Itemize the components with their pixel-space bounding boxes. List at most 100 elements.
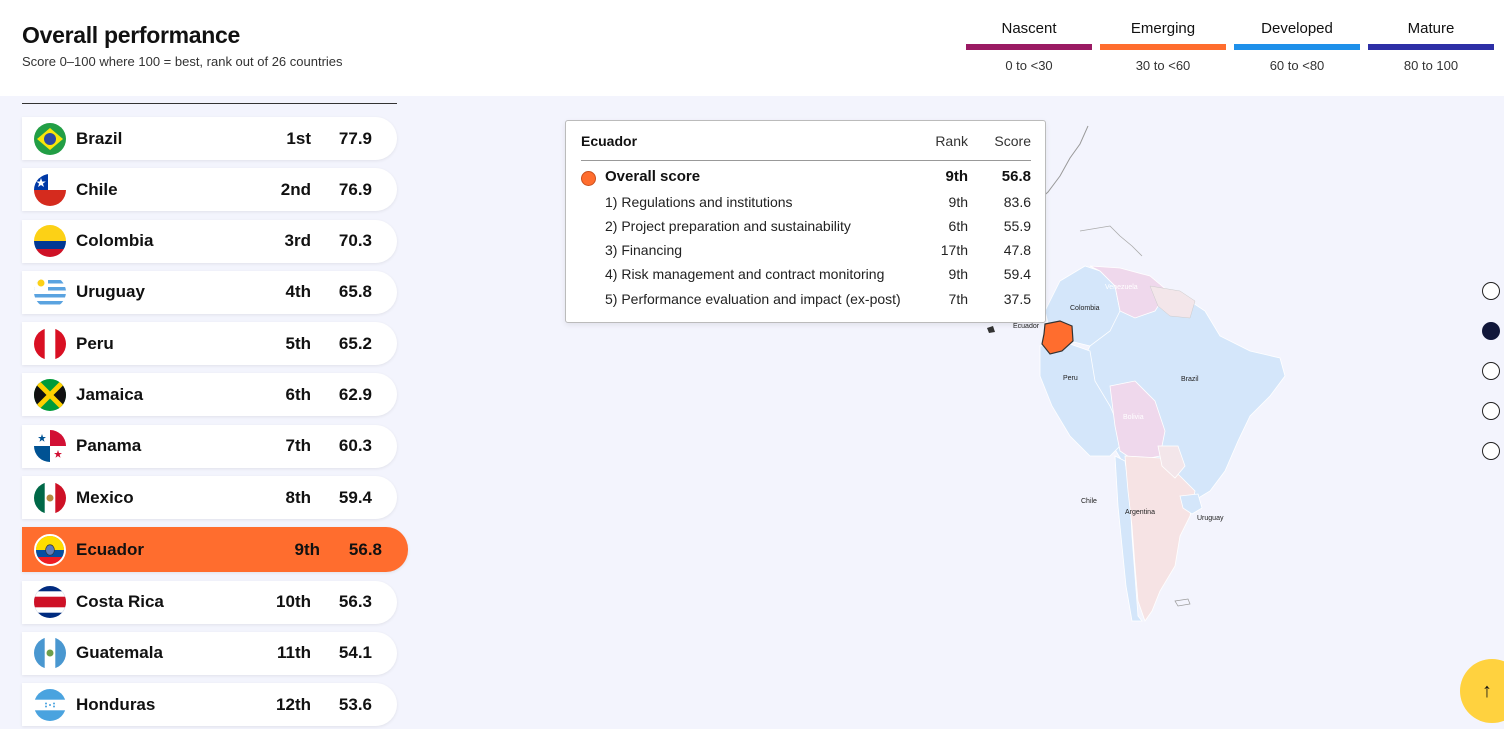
tooltip-row-rank: 17th: [940, 242, 968, 258]
country-name: Chile: [76, 179, 118, 199]
tooltip-row-label: 4) Risk management and contract monitori…: [605, 266, 885, 282]
map-svg: Venezuela Colombia Ecuador Peru Brazil B…: [987, 125, 1286, 622]
country-rank: 1st: [286, 128, 311, 148]
tooltip-pillar-row: 1) Regulations and institutions 9th 83.6: [581, 194, 1031, 216]
map-label-chile: Chile: [1081, 498, 1097, 505]
map-label-ecuador: Ecuador: [1013, 323, 1040, 330]
tooltip-row-label: 3) Financing: [605, 242, 683, 258]
map-venezuela[interactable]: [1089, 265, 1169, 319]
legend-range: 80 to 100: [1403, 58, 1459, 73]
country-rank: 6th: [285, 384, 312, 404]
legend-nascent: Nascent 0 to <30: [966, 20, 1092, 73]
country-score: 54.1: [338, 643, 372, 663]
country-row-colombia[interactable]: Colombia 3rd 70.3: [22, 219, 397, 263]
pager-dot-2-active[interactable]: [1482, 322, 1500, 340]
country-row-chile[interactable]: Chile 2nd 76.9: [22, 168, 397, 212]
ecuador-flag-icon: [34, 533, 66, 566]
country-name: Ecuador: [76, 539, 145, 559]
legend-developed: Developed 60 to <80: [1234, 20, 1360, 73]
country-name: Brazil: [76, 128, 123, 148]
pager-dot-3[interactable]: [1482, 362, 1500, 380]
legend-range: 60 to <80: [1269, 58, 1325, 73]
uruguay-flag-icon: [34, 276, 66, 309]
legend-range: 30 to <60: [1135, 58, 1191, 73]
caribbean-coast: [1079, 225, 1143, 257]
map-argentina[interactable]: [1124, 455, 1196, 622]
country-row-honduras[interactable]: Honduras 12th 53.6: [22, 683, 397, 727]
country-rank: 5th: [285, 333, 312, 353]
map-label-peru: Peru: [1063, 375, 1078, 382]
country-tooltip: Ecuador Rank Score Overall score 9th 56.…: [565, 120, 1046, 323]
page-header: Overall performance Score 0–100 where 10…: [0, 0, 1504, 96]
list-divider: [22, 103, 397, 104]
brazil-flag-icon: [34, 122, 66, 155]
country-score: 62.9: [338, 384, 372, 404]
legend-color-bar: [966, 44, 1092, 50]
chile-flag-icon: [34, 173, 66, 206]
map-peru[interactable]: [1039, 343, 1126, 457]
country-score: 77.9: [338, 128, 372, 148]
tooltip-row-score: 55.9: [1003, 218, 1031, 234]
country-rank: 9th: [294, 539, 321, 559]
country-rank: 11th: [276, 643, 311, 663]
tooltip-row-score: 47.8: [1003, 242, 1031, 258]
country-row-brazil[interactable]: Brazil 1st 77.9: [22, 117, 397, 160]
pager-dot-5[interactable]: [1482, 442, 1500, 460]
arrow-up-icon: ↑: [1482, 679, 1492, 702]
country-row-ecuador[interactable]: Ecuador 9th 56.8: [22, 527, 408, 573]
scroll-to-top-button[interactable]: ↑: [1460, 659, 1504, 723]
legend-range: 0 to <30: [1005, 58, 1053, 73]
costa-rica-flag-icon: [34, 586, 66, 619]
country-rank: 8th: [285, 487, 312, 507]
tooltip-overall-row: Overall score 9th 56.8: [581, 168, 1031, 190]
map-ecuador[interactable]: [1041, 320, 1074, 355]
country-row-peru[interactable]: Peru 5th 65.2: [22, 322, 397, 366]
country-row-guatemala[interactable]: Guatemala 11th 54.1: [22, 631, 397, 675]
map-label-colombia: Colombia: [1070, 305, 1100, 312]
mexico-flag-icon: [34, 481, 66, 514]
country-row-jamaica[interactable]: Jamaica 6th 62.9: [22, 373, 397, 417]
peru-flag-icon: [34, 327, 66, 360]
country-row-mexico[interactable]: Mexico 8th 59.4: [22, 476, 397, 520]
legend-emerging: Emerging 30 to <60: [1100, 20, 1226, 73]
country-row-uruguay[interactable]: Uruguay 4th 65.8: [22, 270, 397, 314]
country-rank: 10th: [276, 592, 311, 612]
tooltip-row-score: 83.6: [1003, 194, 1031, 210]
country-name: Guatemala: [76, 643, 163, 663]
country-score: 56.3: [338, 592, 372, 612]
tooltip-rank-header: Rank: [935, 133, 968, 149]
country-score: 60.3: [338, 436, 372, 456]
country-row-panama[interactable]: Panama 7th 60.3: [22, 424, 397, 468]
panama-flag-icon: [34, 430, 66, 463]
tooltip-row-score: 56.8: [1001, 168, 1031, 185]
tooltip-pillar-row: 5) Performance evaluation and impact (ex…: [581, 291, 1031, 313]
tooltip-row-rank: 9th: [948, 266, 968, 282]
map-uruguay[interactable]: [1179, 493, 1203, 515]
map-label-brazil: Brazil: [1181, 376, 1199, 383]
tooltip-row-score: 37.5: [1003, 291, 1031, 307]
legend-label: Mature: [1407, 20, 1455, 37]
map-label-argentina: Argentina: [1125, 509, 1155, 516]
map-guianas[interactable]: [1149, 285, 1196, 319]
tooltip-row-label: Overall score: [605, 168, 701, 185]
pager-dot-4[interactable]: [1482, 402, 1500, 420]
country-rank: 2nd: [280, 179, 311, 199]
country-score: 65.2: [338, 333, 372, 353]
map-galapagos: [987, 326, 995, 333]
guatemala-flag-icon: [34, 637, 66, 670]
tooltip-divider: [581, 160, 1031, 161]
tooltip-score-header: Score: [994, 133, 1031, 149]
map-paraguay[interactable]: [1157, 445, 1186, 479]
honduras-flag-icon: [34, 688, 66, 721]
country-ranking-list: Brazil 1st 77.9 Chile 2nd 76.9 Colombia …: [22, 117, 412, 729]
south-america-map[interactable]: Venezuela Colombia Ecuador Peru Brazil B…: [420, 96, 1460, 729]
country-rank: 4th: [285, 282, 312, 302]
tooltip-row-label: 5) Performance evaluation and impact (ex…: [605, 291, 901, 307]
country-score: 56.8: [348, 539, 382, 559]
page-subtitle: Score 0–100 where 100 = best, rank out o…: [22, 54, 343, 69]
country-row-costa-rica[interactable]: Costa Rica 10th 56.3: [22, 580, 397, 624]
tooltip-pillar-row: 2) Project preparation and sustainabilit…: [581, 218, 1031, 240]
legend-color-bar: [1100, 44, 1226, 50]
pager-dot-1[interactable]: [1482, 282, 1500, 300]
legend-label: Nascent: [1001, 20, 1057, 37]
